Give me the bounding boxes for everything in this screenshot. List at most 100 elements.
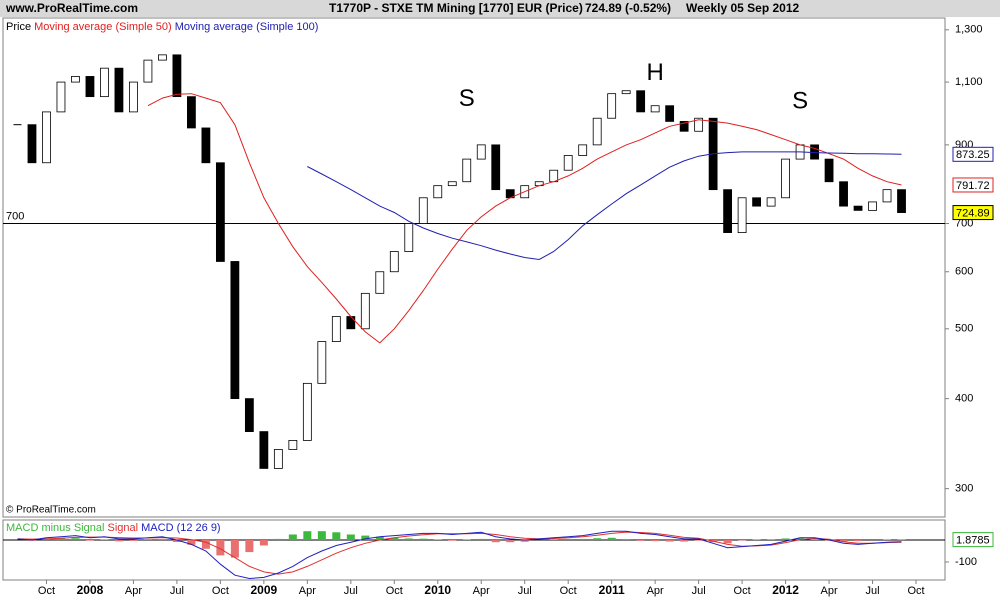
legend: MACD minus Signal Signal MACD (12 26 9) (6, 522, 221, 534)
candle (737, 197, 747, 233)
candle (85, 76, 95, 98)
x-tick-label: Oct (38, 585, 55, 597)
y-tick-label: 300 (955, 483, 973, 495)
candle (723, 189, 733, 233)
candle (824, 158, 834, 183)
legend: Price Moving average (Simple 50) Moving … (6, 21, 318, 33)
histogram-bar (694, 540, 703, 541)
candle (259, 431, 269, 469)
candle (129, 81, 138, 113)
last-value-label: 1.8785 (956, 534, 990, 546)
x-tick-label: Jul (866, 585, 880, 597)
histogram-bar (578, 538, 587, 540)
candle (491, 144, 501, 191)
candle (389, 251, 399, 273)
price-panel (2, 17, 946, 518)
last-value-box (952, 205, 994, 221)
candle (346, 316, 356, 330)
x-tick-label: Oct (386, 585, 403, 597)
histogram-bar (114, 540, 123, 542)
histogram-bar (636, 540, 645, 541)
candle (404, 223, 414, 252)
y-tick-label: 600 (955, 266, 973, 278)
candle (56, 81, 66, 113)
candle (433, 185, 443, 199)
last-value-box (952, 146, 994, 162)
candle (476, 144, 486, 160)
candle (114, 67, 124, 113)
histogram-bar (520, 540, 529, 542)
last-value-box (952, 532, 994, 548)
histogram-bar (651, 540, 660, 542)
candle (650, 105, 660, 113)
candle (158, 54, 167, 61)
candle (549, 169, 559, 183)
candle (244, 398, 254, 432)
pattern-annotation: S (792, 87, 808, 114)
instrument-title: T1770P - STXE TM Mining [1770] EUR (Pric… (329, 1, 583, 15)
x-tick-label: Apr (647, 585, 664, 597)
histogram-bar (332, 532, 341, 540)
y-tick-label: -100 (955, 556, 977, 568)
histogram-bar (390, 537, 399, 540)
x-tick-label: Oct (560, 585, 577, 597)
candle (563, 155, 573, 171)
histogram-bar (622, 539, 631, 540)
y-tick-label: 700 (955, 217, 973, 229)
candle (781, 158, 790, 199)
histogram-bar (158, 539, 167, 540)
legend-entry: Signal (107, 522, 141, 534)
histogram-bar (346, 534, 355, 540)
candle (317, 341, 327, 384)
candle (375, 271, 385, 294)
plot-layer: 1,3001,100900700600500400300873.25791.72… (3, 21, 994, 597)
histogram-bar (680, 540, 689, 542)
candle (636, 90, 646, 113)
series-line (17, 530, 902, 580)
candle (621, 90, 631, 95)
x-tick-label: Oct (734, 585, 751, 597)
x-tick-label: 2008 (77, 583, 104, 597)
histogram-bar (187, 540, 196, 545)
histogram-bar (274, 538, 283, 540)
histogram-bar (259, 540, 268, 546)
candle (578, 144, 588, 156)
macd-panel (2, 519, 946, 581)
pattern-annotation: H (646, 59, 663, 86)
site-name: www.ProRealTime.com (5, 1, 138, 15)
histogram-bar (317, 531, 326, 540)
candle (447, 181, 457, 187)
y-tick-label: 500 (955, 323, 973, 335)
candle (331, 316, 341, 342)
last-value-label: 873.25 (956, 149, 990, 161)
candle (868, 201, 877, 211)
x-tick-label: Jul (170, 585, 184, 597)
candle (897, 189, 906, 213)
header-bar (0, 0, 1000, 17)
y-tick-label: 400 (955, 393, 973, 405)
x-tick-label: Apr (125, 585, 142, 597)
histogram-bar (549, 539, 558, 540)
histogram-bar (361, 535, 370, 540)
legend-entry: MACD (12 26 9) (141, 522, 220, 534)
candle (302, 382, 312, 441)
histogram-bar (71, 538, 80, 540)
x-tick-label: Jul (344, 585, 358, 597)
candle (288, 439, 298, 450)
candle (42, 111, 51, 164)
histogram-bar (839, 540, 848, 542)
legend-entry: Moving average (Simple 100) (175, 21, 319, 33)
histogram-bar (607, 537, 616, 540)
candle (27, 124, 37, 164)
candle (100, 67, 109, 98)
histogram-bar (375, 536, 384, 540)
candle (839, 181, 848, 207)
histogram-bar (593, 538, 602, 540)
candle (418, 197, 428, 224)
last-value-label: 791.72 (956, 180, 990, 192)
period: Weekly 05 Sep 2012 (686, 1, 800, 15)
footer: © ProRealTime.com (6, 505, 96, 516)
x-tick-label: 2011 (599, 583, 625, 597)
candle (766, 197, 776, 207)
